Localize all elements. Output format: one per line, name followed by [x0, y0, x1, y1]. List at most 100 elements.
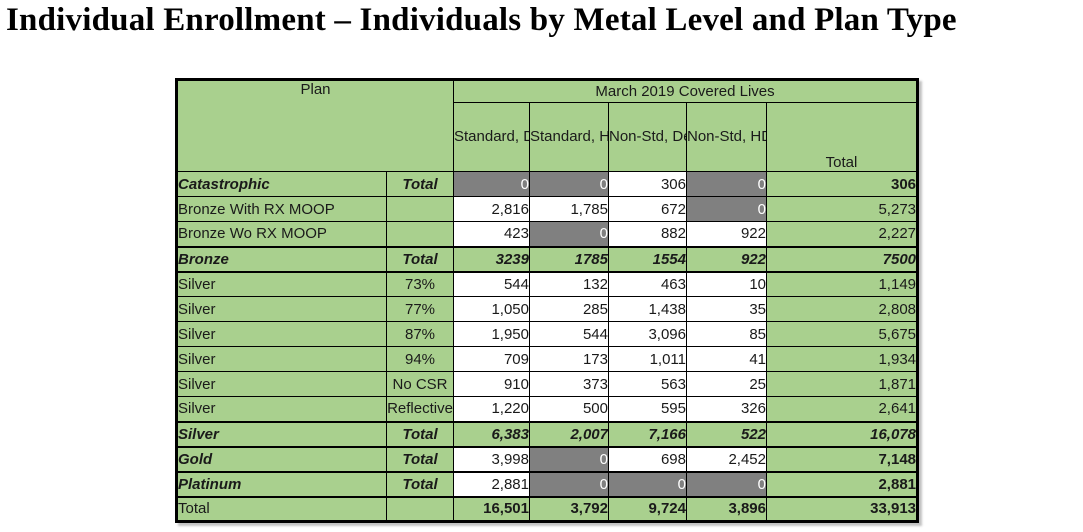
value-cell: 16,501	[453, 495, 530, 522]
plan-cell: Bronze	[176, 245, 387, 272]
plan-cell: Silver	[176, 270, 387, 297]
subcategory-cell: Total	[386, 171, 454, 197]
value-cell: 3,998	[453, 445, 530, 472]
plan-cell: Silver	[176, 321, 387, 347]
subcategory-cell	[386, 221, 454, 247]
header-row-columns: Standard, Deductible Standard, HDHP Non-…	[177, 102, 919, 172]
value-cell: 3,096	[608, 321, 687, 347]
value-cell: 698	[608, 445, 687, 472]
value-cell: 0	[686, 196, 767, 222]
value-cell: 9,724	[608, 495, 687, 522]
row-total-cell: 2,808	[765, 296, 919, 322]
value-cell: 544	[453, 270, 530, 297]
value-cell: 10	[686, 270, 767, 297]
column-header-nonstd-hdhp: Non-Std, HDHP	[686, 102, 767, 172]
plan-cell: Total	[176, 495, 387, 522]
value-cell: 2,007	[529, 420, 609, 447]
table-body: Catastrophic Total 0 0 306 0 306 Bronze With RX…	[176, 171, 919, 522]
value-cell: 3239	[453, 245, 530, 272]
value-cell: 0	[686, 171, 767, 197]
row-total-cell: 1,149	[765, 270, 919, 297]
subcategory-cell: Total	[386, 245, 454, 272]
value-cell: 326	[686, 396, 767, 422]
value-cell: 2,881	[453, 470, 530, 497]
value-cell: 0	[529, 221, 609, 247]
enrollment-table-wrapper: Plan March 2019 Covered Lives Standard, …	[175, 78, 920, 523]
subcategory-cell: 87%	[386, 321, 454, 347]
value-cell: 85	[686, 321, 767, 347]
subcategory-cell: Total	[386, 445, 454, 472]
value-cell: 0	[529, 171, 609, 197]
row-total-cell: 306	[765, 171, 919, 197]
value-cell: 306	[608, 171, 687, 197]
value-cell: 522	[686, 420, 767, 447]
table-row: Gold Total 3,998 0 698 2,452 7,148	[176, 445, 919, 472]
plan-cell: Gold	[176, 445, 387, 472]
plan-cell: Silver	[176, 396, 387, 422]
value-cell: 1,050	[453, 296, 530, 322]
row-total-cell: 33,913	[765, 495, 919, 522]
plan-cell: Silver	[176, 296, 387, 322]
value-cell: 2,452	[686, 445, 767, 472]
column-header-standard-hdhp: Standard, HDHP	[529, 102, 609, 172]
value-cell: 0	[529, 445, 609, 472]
value-cell: 1,950	[453, 321, 530, 347]
subcategory-cell: No CSR	[386, 371, 454, 397]
table-row: Silver Total 6,383 2,007 7,166 522 16,078	[176, 420, 919, 447]
row-total-cell: 16,078	[765, 420, 919, 447]
value-cell: 1,220	[453, 396, 530, 422]
value-cell: 1,438	[608, 296, 687, 322]
value-cell: 563	[608, 371, 687, 397]
row-total-cell: 1,871	[765, 371, 919, 397]
value-cell: 1,011	[608, 346, 687, 372]
value-cell: 544	[529, 321, 609, 347]
value-cell: 6,383	[453, 420, 530, 447]
table-row: Silver No CSR 910 373 563 25 1,871	[176, 371, 919, 397]
value-cell: 173	[529, 346, 609, 372]
value-cell: 882	[608, 221, 687, 247]
row-total-cell: 5,675	[765, 321, 919, 347]
value-cell: 922	[686, 245, 767, 272]
table-row: Silver 94% 709 173 1,011 41 1,934	[176, 346, 919, 372]
row-total-cell: 5,273	[765, 196, 919, 222]
subcategory-cell: Reflective	[386, 396, 454, 422]
table-row: Silver 87% 1,950 544 3,096 85 5,675	[176, 321, 919, 347]
column-header-standard-deductible: Standard, Deductible	[453, 102, 530, 172]
column-header-total: Total	[765, 102, 919, 172]
row-total-cell: 2,641	[765, 396, 919, 422]
table-row: Platinum Total 2,881 0 0 0 2,881	[176, 470, 919, 497]
row-total-cell: 7,148	[765, 445, 919, 472]
value-cell: 0	[529, 470, 609, 497]
table-row: Bronze Wo RX MOOP 423 0 882 922 2,227	[176, 221, 919, 247]
value-cell: 7,166	[608, 420, 687, 447]
plan-cell: Bronze Wo RX MOOP	[176, 221, 387, 247]
plan-cell: Catastrophic	[176, 171, 387, 197]
plan-column-header: Plan	[176, 79, 454, 172]
value-cell: 709	[453, 346, 530, 372]
value-cell: 1785	[529, 245, 609, 272]
plan-cell: Platinum	[176, 470, 387, 497]
value-cell: 922	[686, 221, 767, 247]
row-total-cell: 2,227	[765, 221, 919, 247]
value-cell: 463	[608, 270, 687, 297]
page-title: Individual Enrollment – Individuals by M…	[6, 2, 957, 38]
value-cell: 3,896	[686, 495, 767, 522]
subcategory-cell: Total	[386, 420, 454, 447]
row-total-cell: 1,934	[765, 346, 919, 372]
plan-cell: Silver	[176, 371, 387, 397]
value-cell: 373	[529, 371, 609, 397]
header-row-groups: Plan March 2019 Covered Lives	[176, 79, 919, 172]
subcategory-cell: 94%	[386, 346, 454, 372]
table-row: Silver 73% 544 132 463 10 1,149	[176, 270, 919, 297]
value-cell: 672	[608, 196, 687, 222]
plan-cell: Silver	[176, 420, 387, 447]
subcategory-cell: Total	[386, 470, 454, 497]
value-cell: 500	[529, 396, 609, 422]
value-cell: 35	[686, 296, 767, 322]
row-total-cell: 7500	[765, 245, 919, 272]
plan-cell: Bronze With RX MOOP	[176, 196, 387, 222]
subcategory-cell: 73%	[386, 270, 454, 297]
value-cell: 0	[608, 470, 687, 497]
table-row: Total 16,501 3,792 9,724 3,896 33,913	[176, 495, 919, 522]
